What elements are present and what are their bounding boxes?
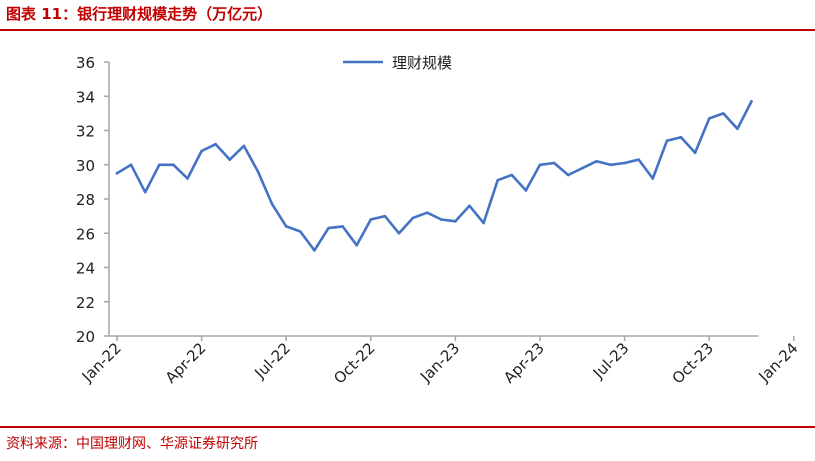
source-divider [0, 426, 815, 428]
data-point [158, 163, 161, 167]
data-point [524, 189, 528, 192]
data-point [355, 243, 359, 247]
y-tick-label: 22 [76, 294, 95, 312]
data-point [143, 190, 147, 194]
data-point [454, 219, 457, 223]
data-point [468, 204, 471, 208]
data-point [369, 218, 373, 221]
data-point [552, 161, 556, 165]
data-point [566, 173, 570, 177]
data-point [129, 163, 133, 167]
legend-label: 理财规模 [392, 54, 452, 72]
data-point [595, 160, 598, 163]
y-tick-label: 28 [76, 191, 95, 209]
y-tick-label: 26 [76, 225, 95, 243]
x-tick-label: Jul-23 [589, 339, 633, 383]
x-tick-label: Jan-22 [78, 339, 125, 386]
data-point [186, 177, 189, 180]
data-point [510, 173, 514, 177]
y-tick-label: 24 [76, 260, 95, 278]
data-point [496, 178, 500, 182]
title-divider [0, 29, 815, 31]
data-point [623, 161, 626, 165]
data-point [341, 225, 344, 228]
data-point [172, 163, 175, 167]
data-point [313, 249, 316, 252]
y-tick-label: 36 [76, 54, 95, 72]
figure-title: 图表 11：银行理财规模走势（万亿元） [6, 5, 273, 23]
data-point [609, 163, 612, 167]
x-tick-label: Jan-23 [416, 339, 463, 386]
data-point [242, 144, 246, 148]
x-tick-label: Jan-24 [755, 339, 802, 386]
y-tick-labels: 20 22 24 26 28 30 32 34 36 [76, 54, 95, 346]
data-point [665, 139, 669, 143]
data-point [383, 214, 387, 218]
y-tick-label: 32 [76, 123, 95, 141]
data-point [750, 100, 753, 103]
data-point [411, 216, 415, 220]
source-note: 资料来源：中国理财网、华源证券研究所 [6, 436, 258, 452]
y-tick-label: 30 [76, 157, 95, 175]
data-point [200, 149, 203, 153]
data-point [637, 158, 640, 161]
data-point [707, 117, 711, 120]
data-point [722, 112, 725, 115]
series-layer [115, 100, 753, 252]
chart-legend: 理财规模 [343, 54, 452, 72]
data-point [736, 127, 739, 131]
data-point [651, 177, 655, 180]
data-point [299, 230, 302, 233]
data-point [425, 211, 429, 214]
data-point [538, 163, 542, 167]
x-tick-label: Oct-22 [330, 339, 378, 387]
data-point [397, 231, 401, 235]
y-tick-label: 34 [76, 88, 95, 106]
data-point [284, 225, 288, 228]
data-point [440, 218, 443, 221]
y-tick-label: 20 [76, 328, 95, 346]
data-point [581, 166, 584, 170]
x-tick-labels: Jan-22 Apr-22 Jul-22 Oct-22 Jan-23 Apr-23 Jul-… [78, 339, 802, 387]
data-point [115, 172, 119, 175]
data-point [482, 221, 485, 225]
data-point [228, 158, 232, 161]
data-point [327, 226, 330, 230]
x-tick-label: Oct-23 [669, 339, 717, 387]
data-point [256, 170, 260, 173]
x-tick-label: Apr-23 [500, 339, 548, 387]
data-point [679, 136, 683, 139]
chart-axes [104, 61, 795, 341]
x-tick-label: Jul-22 [250, 339, 294, 383]
data-point [693, 151, 697, 155]
data-point [270, 202, 274, 206]
series-line-理财规模 [115, 100, 753, 252]
data-point [214, 142, 217, 146]
x-tick-label: Apr-22 [162, 339, 210, 387]
